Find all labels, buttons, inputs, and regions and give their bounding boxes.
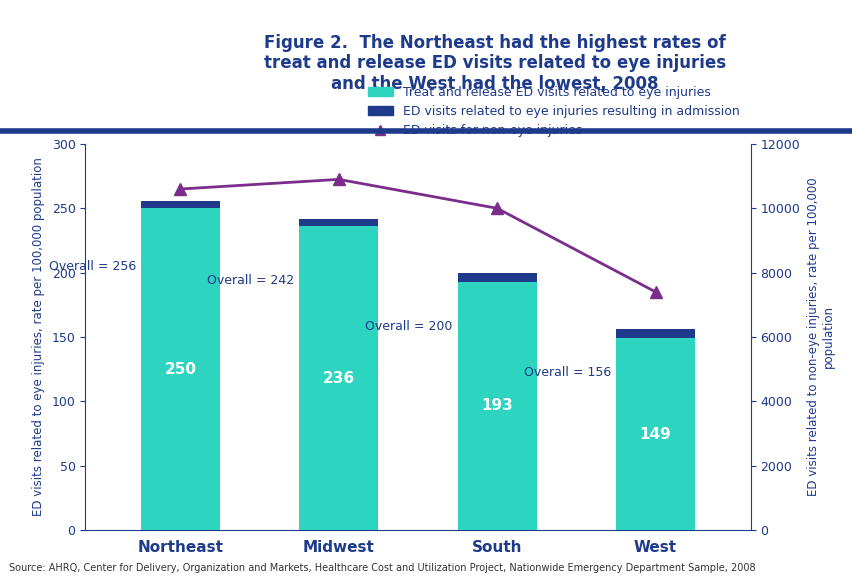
Text: Overall = 256: Overall = 256	[49, 260, 135, 272]
Text: 6: 6	[176, 188, 185, 202]
Bar	[299, 226, 378, 530]
Bar	[141, 200, 220, 209]
Text: 7: 7	[650, 317, 659, 331]
Bar	[615, 338, 694, 530]
Text: 250: 250	[164, 362, 196, 377]
Text: 7: 7	[492, 260, 501, 275]
Text: 6: 6	[334, 206, 343, 220]
Y-axis label: ED visits related to eye injuries, rate per 100,000 population: ED visits related to eye injuries, rate …	[32, 157, 44, 517]
Text: 193: 193	[481, 398, 512, 414]
Bar	[457, 272, 536, 282]
Text: 149: 149	[639, 427, 671, 442]
Legend: Treat and release ED visits related to eye injuries, ED visits related to eye in: Treat and release ED visits related to e…	[362, 81, 744, 142]
Text: Overall = 156: Overall = 156	[523, 366, 611, 379]
Text: Overall = 242: Overall = 242	[207, 275, 294, 287]
Text: Figure 2.  The Northeast had the highest rates of
treat and release ED visits re: Figure 2. The Northeast had the highest …	[263, 33, 725, 93]
Text: Source: AHRQ, Center for Delivery, Organization and Markets, Healthcare Cost and: Source: AHRQ, Center for Delivery, Organ…	[9, 563, 754, 573]
Bar	[615, 329, 694, 338]
Bar	[141, 209, 220, 530]
Bar	[299, 219, 378, 226]
Bar	[457, 282, 536, 530]
Text: Overall = 200: Overall = 200	[365, 320, 452, 333]
Text: 236: 236	[322, 370, 354, 385]
Y-axis label: ED visits related to non-eye injuries, rate per 100,000
population: ED visits related to non-eye injuries, r…	[806, 177, 834, 497]
